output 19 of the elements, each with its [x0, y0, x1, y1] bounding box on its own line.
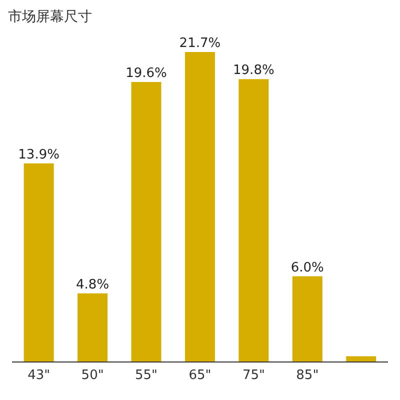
data-label: 21.7%: [179, 36, 221, 51]
x-tick-label: 75": [242, 368, 265, 384]
bar: [131, 82, 162, 362]
bar: [238, 79, 269, 362]
x-tick-label: 43": [28, 368, 50, 384]
bar: [24, 163, 54, 362]
bar: [184, 52, 215, 362]
x-tick-label: 65": [188, 368, 212, 384]
data-label: 19.6%: [126, 66, 167, 81]
chart-title: 市场屏幕尺寸: [8, 8, 93, 27]
x-tick-label: 55": [135, 368, 158, 384]
data-label: 13.9%: [18, 147, 60, 162]
bar: [292, 276, 322, 362]
bar: [78, 293, 108, 362]
data-label: 6.0%: [290, 260, 324, 276]
x-tick-label: 85": [296, 368, 319, 384]
data-label: 19.8%: [233, 63, 274, 78]
x-tick-label: 50": [81, 368, 104, 384]
data-label: 4.8%: [76, 277, 110, 292]
